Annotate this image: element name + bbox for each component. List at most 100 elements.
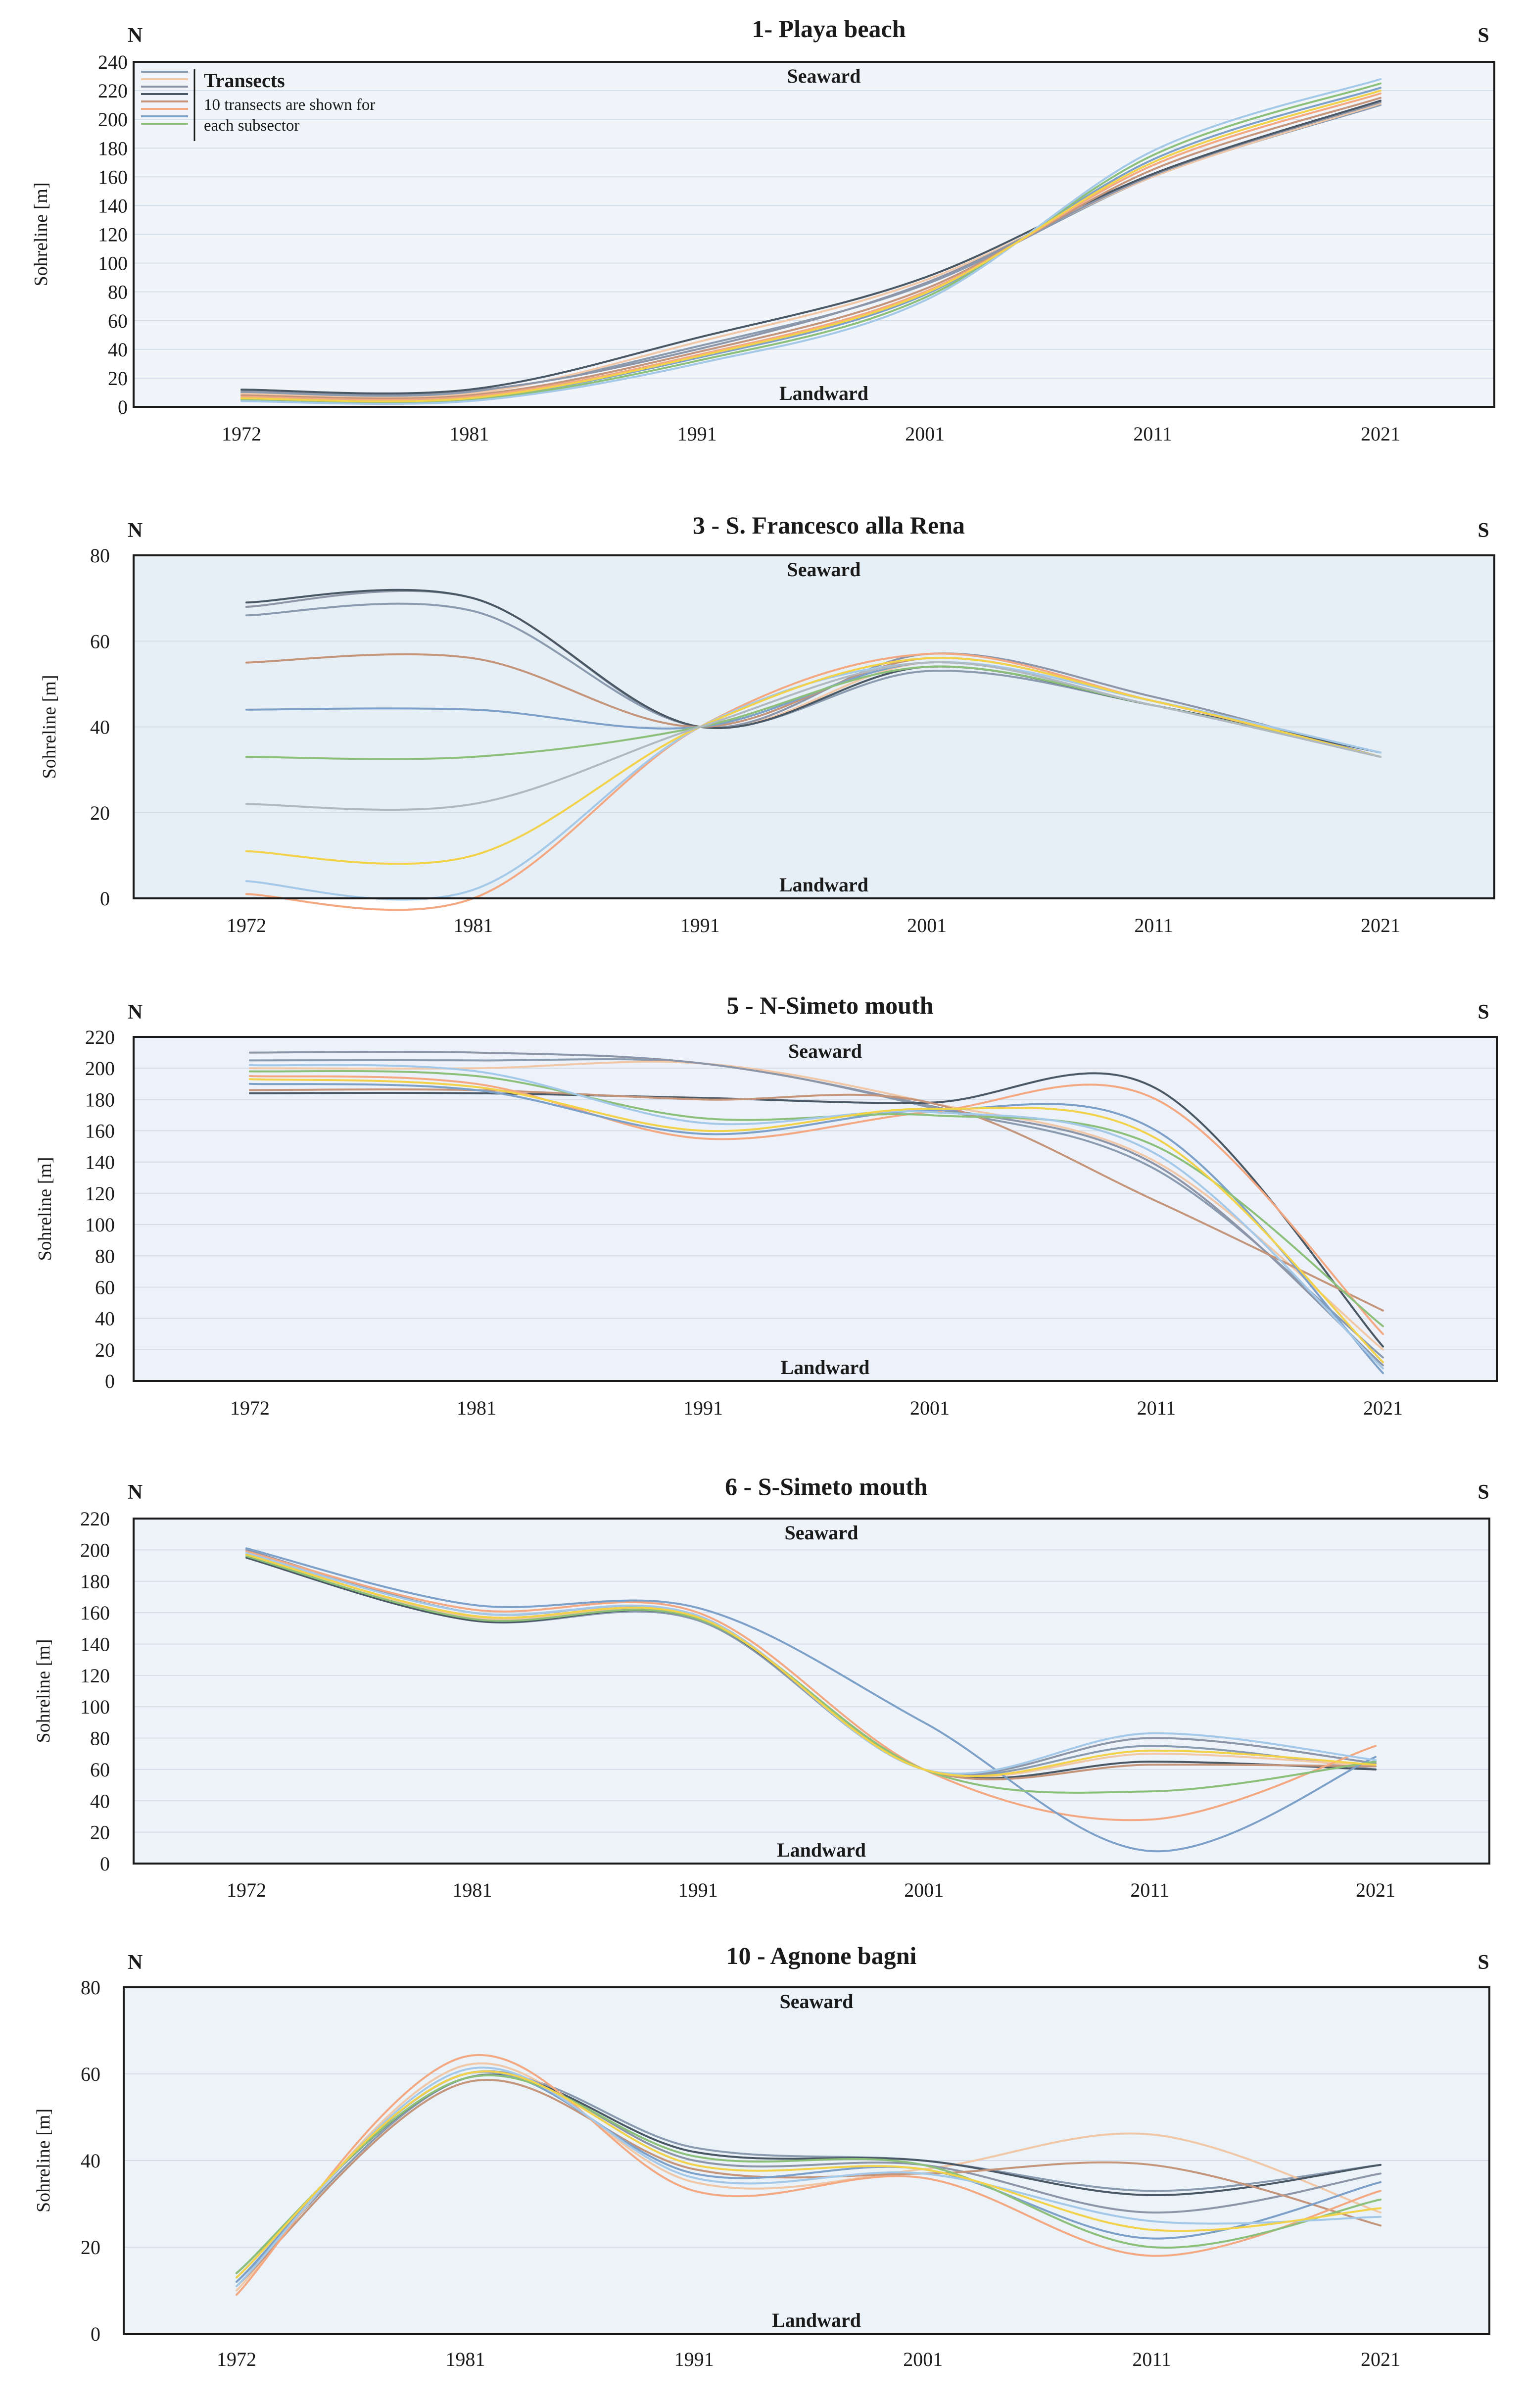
north-label: N — [128, 1481, 143, 1504]
y-tick-label: 20 — [90, 1821, 110, 1844]
x-tick-label: 1981 — [452, 1879, 492, 1901]
series-line-t8 — [236, 2074, 1382, 2274]
chart-title: 5 - N-Simeto mouth — [726, 991, 933, 1019]
north-label: N — [128, 1001, 143, 1024]
series-line-t8 — [245, 1555, 1377, 1794]
legend: Transects 10 transects are shown for each … — [141, 69, 375, 141]
series-line-t4 — [240, 99, 1382, 394]
chart-title: 10 - Agnone bagni — [726, 1942, 917, 1969]
x-tick-label: 2001 — [904, 1879, 944, 1901]
y-axis-label: Sohreline [m] — [31, 182, 51, 286]
plot-frame — [133, 61, 1495, 408]
x-tick-label: 2011 — [1137, 1397, 1176, 1419]
series-line-t3 — [249, 1050, 1384, 1367]
legend-title: Transects — [204, 69, 285, 92]
x-tick-label: 2021 — [1361, 423, 1400, 445]
y-tick-label: 240 — [98, 51, 128, 73]
landward-label: Landward — [779, 382, 868, 404]
series-line-t10 — [240, 90, 1382, 402]
series-line-t9 — [249, 1064, 1384, 1370]
x-tick-label: 1972 — [222, 423, 261, 445]
y-tick-label: 180 — [85, 1088, 115, 1111]
series-line-t10 — [249, 1078, 1384, 1364]
y-tick-label: 140 — [85, 1151, 115, 1174]
landward-label: Landward — [772, 2309, 861, 2331]
y-tick-label: 120 — [80, 1665, 110, 1687]
series-line-t10 — [236, 2070, 1382, 2279]
landward-label: Landward — [780, 1356, 869, 1378]
plot-area — [134, 1519, 1489, 1864]
y-tick-label: 180 — [80, 1571, 110, 1593]
plot-frame — [133, 1518, 1490, 1865]
north-label: N — [128, 24, 143, 47]
x-tick-label: 2011 — [1130, 1879, 1169, 1901]
series-line-t6 — [240, 92, 1382, 401]
x-tick-label: 1981 — [445, 2348, 485, 2370]
series-line-t10 — [245, 657, 1382, 865]
x-tick-label: 1972 — [217, 2348, 256, 2370]
north-label: N — [128, 1951, 143, 1974]
y-tick-label: 220 — [80, 1508, 110, 1530]
y-tick-label: 40 — [108, 339, 128, 361]
y-tick-label: 20 — [95, 1339, 115, 1361]
legend-note: 10 transects are shown for — [204, 96, 375, 114]
south-label: S — [1477, 24, 1489, 47]
y-tick-label: 200 — [80, 1539, 110, 1561]
y-tick-label: 100 — [80, 1696, 110, 1718]
x-tick-label: 2001 — [907, 914, 947, 936]
x-tick-label: 2021 — [1361, 914, 1400, 936]
x-tick-label: 1972 — [230, 1397, 270, 1419]
x-tick-label: 2001 — [910, 1397, 950, 1419]
y-tick-label: 80 — [95, 1245, 115, 1267]
south-label: S — [1477, 1951, 1489, 1974]
series-line-t7 — [249, 1082, 1384, 1375]
south-label: S — [1477, 1481, 1489, 1504]
y-tick-label: 40 — [81, 2150, 100, 2172]
y-tick-label: 120 — [98, 224, 128, 246]
y-tick-label: 80 — [108, 281, 128, 303]
y-tick-label: 20 — [108, 367, 128, 390]
y-tick-label: 0 — [91, 2323, 100, 2345]
y-tick-label: 40 — [90, 1790, 110, 1812]
y-tick-label: 160 — [80, 1602, 110, 1624]
south-label: S — [1477, 1001, 1489, 1024]
chart-panel-5: 0 20 40 60 80 1972 1981 1991 2001 2011 2021 10 - Ag… — [33, 1942, 1490, 2370]
chart-panel-1: 0 20 40 60 80 100 120 140 160 180 200 220 240 1972 198… — [31, 15, 1495, 445]
y-tick-label: 40 — [90, 716, 110, 738]
y-tick-label: 200 — [85, 1057, 115, 1080]
series-line-t1 — [236, 2073, 1382, 2283]
series-line-t6 — [249, 1075, 1384, 1335]
x-tick-label: 1972 — [227, 1879, 266, 1901]
north-label: N — [128, 519, 143, 542]
series-line-t5 — [240, 97, 1382, 400]
plot-frame — [133, 554, 1495, 899]
y-tick-label: 20 — [90, 802, 110, 824]
x-tick-label: 2011 — [1134, 914, 1173, 936]
y-tick-label: 100 — [98, 252, 128, 275]
y-tick-label: 80 — [90, 544, 110, 567]
y-tick-label: 220 — [98, 80, 128, 102]
series-line-t9 — [240, 78, 1382, 405]
chart-title: 6 - S-Simeto mouth — [725, 1473, 928, 1500]
y-axis-label: Sohreline [m] — [33, 2109, 54, 2212]
x-tick-label: 2021 — [1356, 1879, 1395, 1901]
chart-panel-3: 0 20 40 60 80 100 120 140 160 180 200 220 1972 1981 19… — [35, 991, 1498, 1419]
y-tick-label: 140 — [98, 195, 128, 217]
chart-panel-2: 0 20 40 60 80 1972 1981 1991 2001 2011 2021 3 - S. … — [39, 511, 1495, 936]
series-line-t2 — [236, 2062, 1382, 2292]
landward-label: Landward — [779, 874, 868, 896]
series-line-t2 — [240, 102, 1382, 399]
y-tick-label: 100 — [85, 1214, 115, 1236]
x-tick-label: 1972 — [227, 914, 266, 936]
y-tick-label: 60 — [108, 310, 128, 332]
landward-label: Landward — [777, 1839, 866, 1861]
y-tick-label: 60 — [90, 1759, 110, 1781]
seaward-label: Seaward — [787, 558, 861, 581]
y-axis-label: Sohreline [m] — [33, 1639, 54, 1743]
y-tick-label: 40 — [95, 1308, 115, 1330]
x-tick-label: 2011 — [1132, 2348, 1171, 2370]
seaward-label: Seaward — [780, 1990, 854, 2013]
series-line-t4 — [249, 1072, 1384, 1348]
y-axis-label: Sohreline [m] — [39, 675, 60, 779]
